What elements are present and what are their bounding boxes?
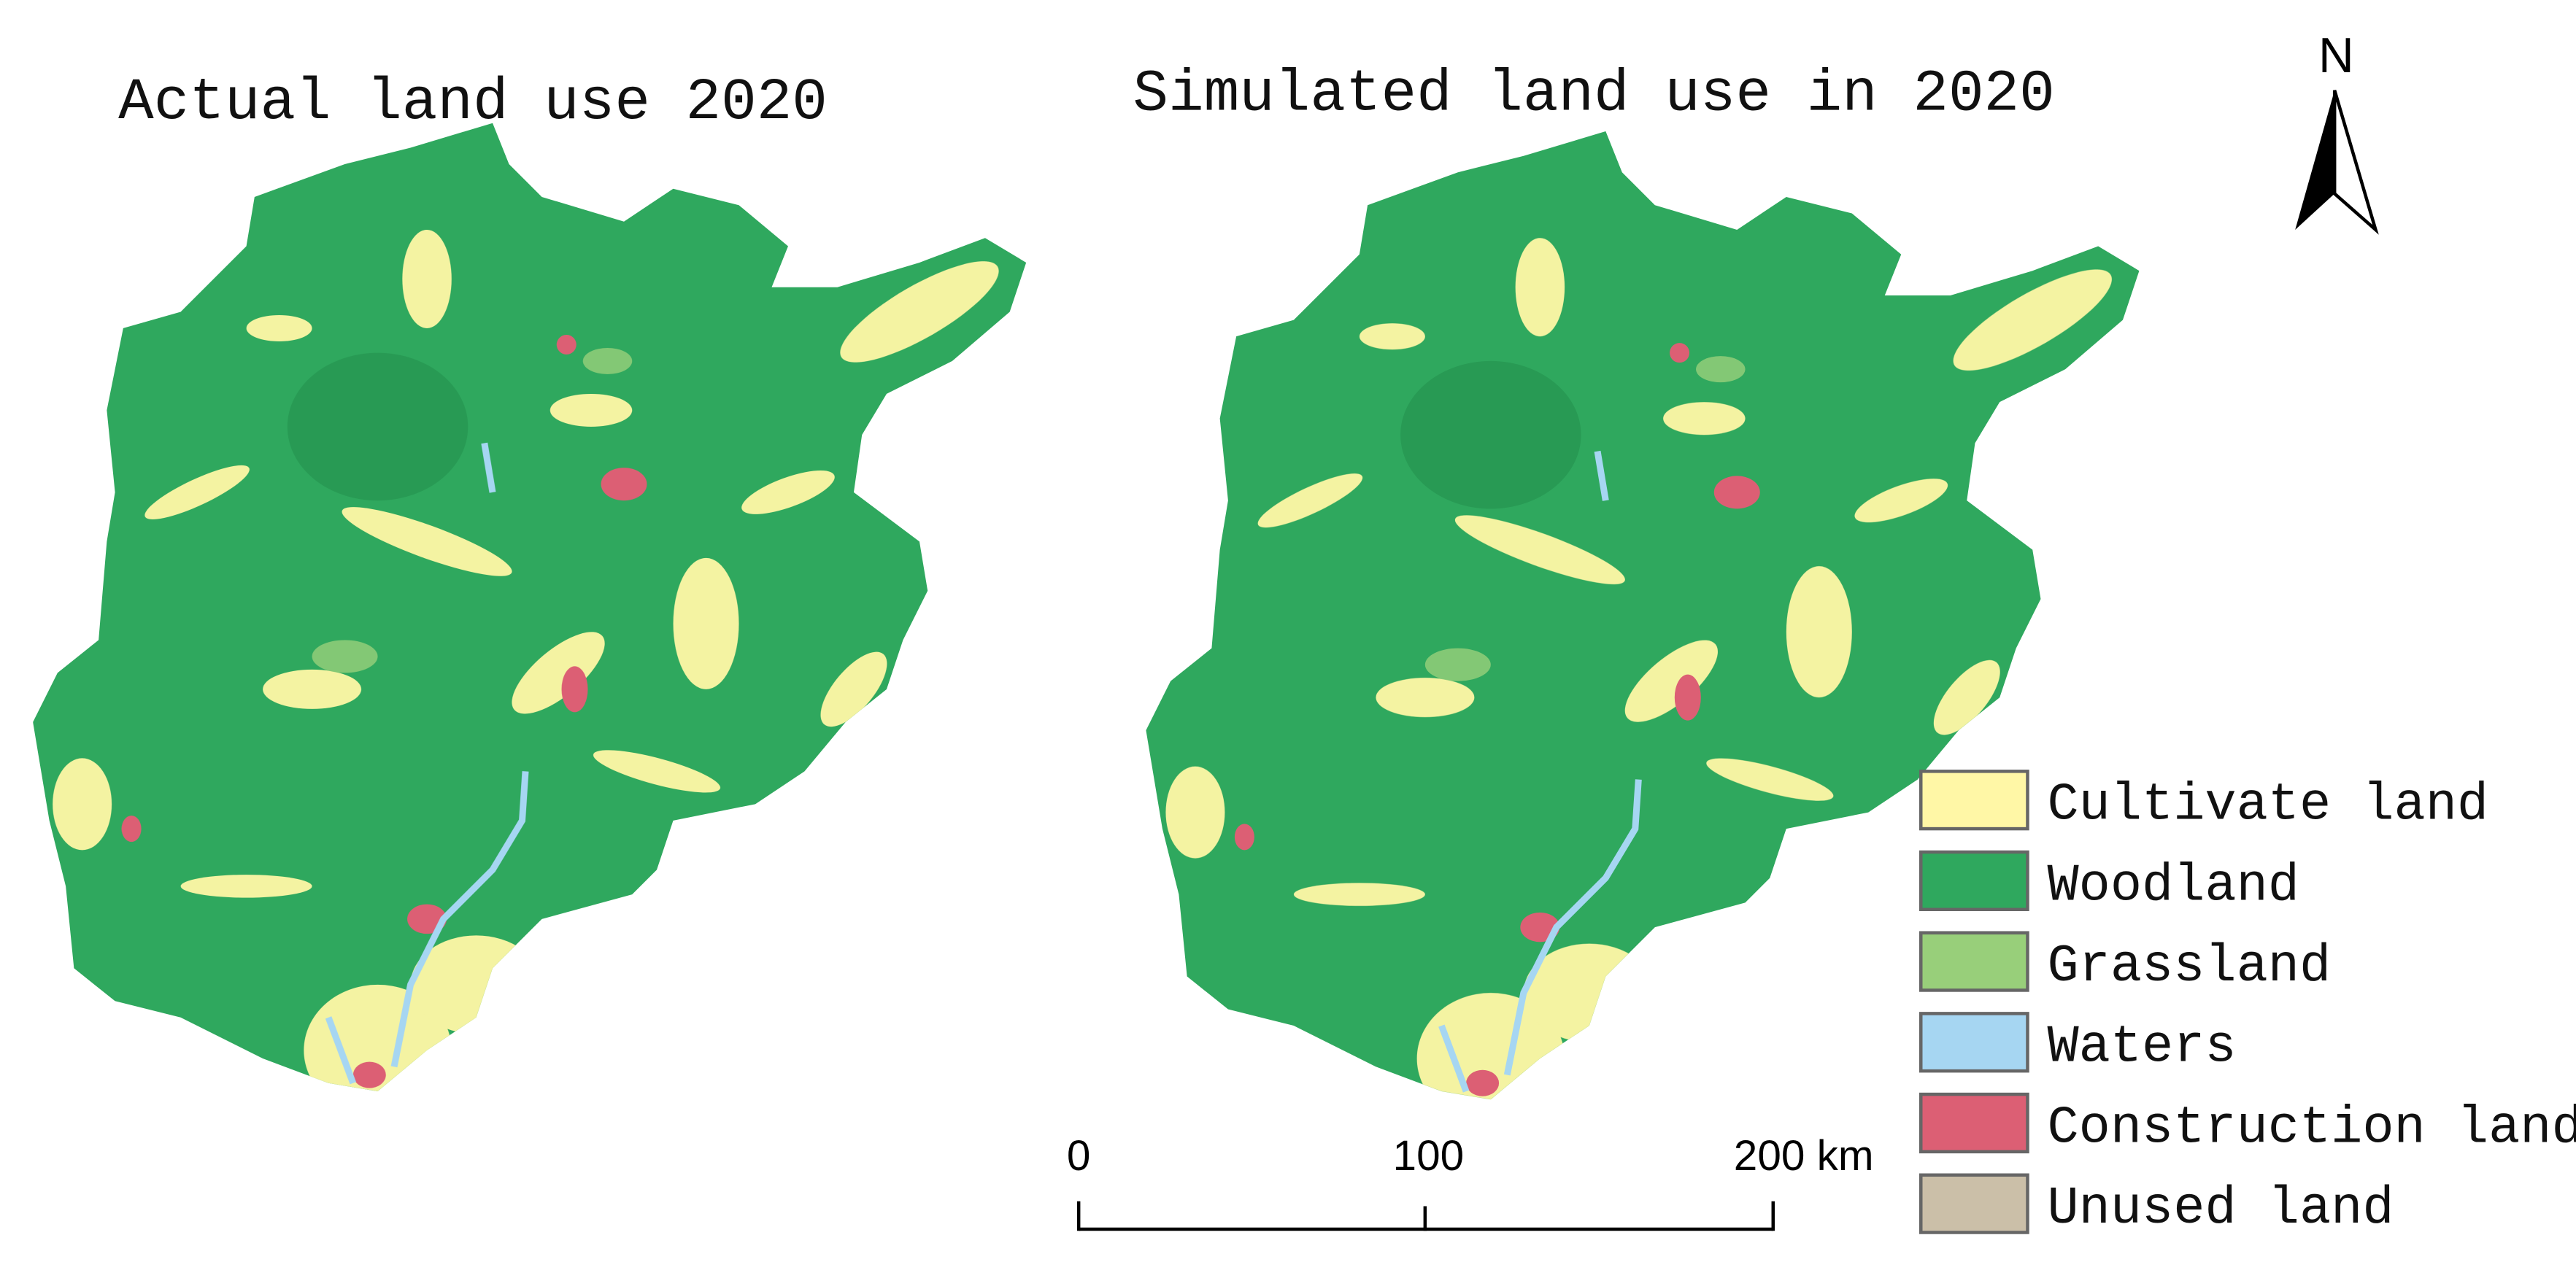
legend-swatch [1919, 1173, 2029, 1234]
legend-label: Construction land [2047, 1098, 2576, 1158]
legend-label: Waters [2047, 1018, 2236, 1077]
legend-label: Grassland [2047, 937, 2331, 996]
scale-label: 100 [1393, 1132, 1465, 1180]
arrow-right [2332, 90, 2379, 235]
north-arrow: N [2295, 28, 2379, 235]
legend-label: Unused land [2047, 1179, 2394, 1239]
legend: Cultivate land Woodland Grassland Waters Con… [1919, 770, 2576, 1239]
legend-swatch [1919, 1012, 2029, 1073]
legend-swatch [1919, 1092, 2029, 1154]
scale-bar [1076, 1201, 1775, 1231]
legend-label: Cultivate land [2047, 775, 2488, 835]
legend-swatch [1919, 770, 2029, 831]
map-actual [0, 98, 1051, 1116]
map-title: Simulated land use in 2020 [1133, 62, 2054, 128]
scale-label: 200 km [1734, 1132, 1874, 1180]
map-title: Actual land use 2020 [118, 70, 828, 136]
legend-label: Woodland [2047, 856, 2299, 915]
legend-swatch [1919, 931, 2029, 992]
legend-swatch [1919, 850, 2029, 912]
arrow-left [2295, 90, 2335, 230]
north-label: N [2318, 28, 2354, 83]
scale-label: 0 [1067, 1132, 1091, 1180]
